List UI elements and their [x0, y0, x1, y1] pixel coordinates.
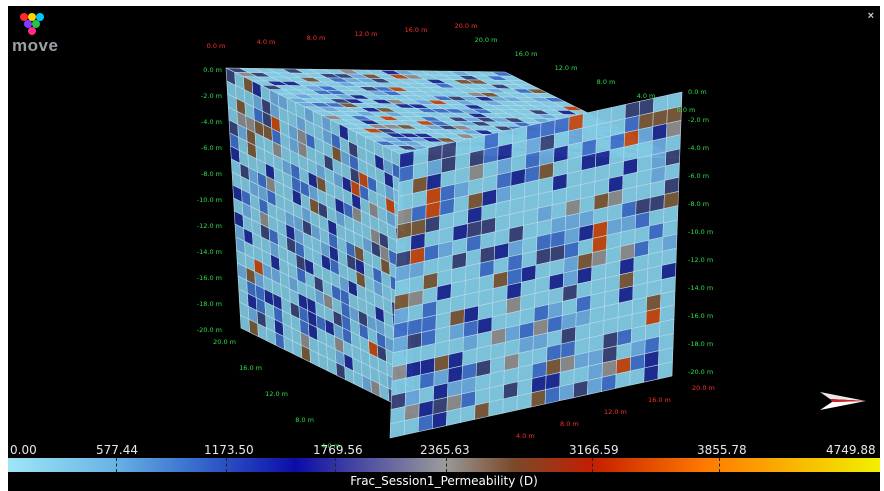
colorbar-title: Frac_Session1_Permeability (D) [350, 474, 538, 488]
cube-cell [530, 389, 546, 408]
axis-tick-label-green: 16.0 m [239, 364, 262, 372]
depth-tick-label-left: -14.0 m [197, 248, 222, 256]
depth-tick-label-left: -18.0 m [197, 300, 222, 308]
axis-tick-label-red: 16.0 m [648, 396, 671, 404]
depth-tick-label-left: -20.0 m [197, 326, 222, 334]
depth-tick-label-right: -6.0 m [688, 172, 709, 180]
depth-tick-label-left: -6.0 m [201, 144, 222, 152]
cube-cell [587, 376, 603, 395]
cube-cell [417, 414, 434, 433]
cube-cell [403, 417, 420, 436]
cube-cell [516, 392, 532, 411]
axis-tick-label-red: 4.0 m [516, 432, 535, 440]
depth-tick-label-left: -2.0 m [201, 92, 222, 100]
axis-tick-label-green: 8.0 m [295, 416, 314, 424]
colorbar-tick [446, 458, 447, 472]
colorbar-label: 577.44 [96, 443, 138, 457]
colorbar-label: 4749.88 [826, 443, 876, 457]
colorbar-label: 1173.50 [204, 443, 254, 457]
depth-tick-label-right: -16.0 m [688, 312, 713, 320]
depth-tick-label-left: -10.0 m [197, 196, 222, 204]
axis-tick-label-green: 4.0 m [321, 442, 340, 450]
depth-tick-label-right: -2.0 m [688, 116, 709, 124]
colorbar-tick [226, 458, 227, 472]
cube-cell [431, 411, 448, 430]
3d-viewport[interactable]: 0.0 m -2.0 m -4.0 m -6.0 m -8.0 m -10.0 m -12.… [8, 6, 880, 491]
axis-tick-label-red: 16.0 m [405, 26, 428, 34]
depth-tick-label-right: -12.0 m [688, 256, 713, 264]
depth-tick-label-right: -20.0 m [688, 368, 713, 376]
cube-cell [446, 407, 462, 426]
cube-cell [601, 373, 617, 392]
cube-right-face [389, 91, 683, 439]
colorbar-tick [592, 458, 593, 472]
depth-tick-label-left: -4.0 m [201, 118, 222, 126]
cube-cell [488, 398, 504, 417]
cube-cell [460, 404, 476, 423]
close-icon[interactable]: × [867, 10, 874, 22]
cube-cell [558, 383, 575, 402]
colorbar-gradient [8, 458, 880, 472]
depth-tick-label-right: 0.0 m [688, 88, 707, 96]
axis-tick-label-red: 8.0 m [560, 420, 579, 428]
axis-tick-label-red: 12.0 m [355, 30, 378, 38]
axis-tick-label-green: 4.0 m [637, 92, 656, 100]
colorbar-label: 2365.63 [420, 443, 470, 457]
colorbar-labels: 0.00 577.44 1173.50 1769.56 2365.63 3166… [8, 443, 880, 459]
axis-tick-label-red: 8.0 m [307, 34, 326, 42]
cube-cell [544, 386, 561, 405]
depth-tick-label-right: -4.0 m [688, 144, 709, 152]
colorbar-tick [719, 458, 720, 472]
axis-tick-label-green: 8.0 m [597, 78, 616, 86]
cube-cell [629, 367, 645, 386]
colorbar-label: 0.00 [10, 443, 37, 457]
depth-tick-label-right: -18.0 m [688, 340, 713, 348]
colorbar-label: 1769.56 [313, 443, 363, 457]
depth-tick-label-right: -14.0 m [688, 284, 713, 292]
axis-tick-label-green: 20.0 m [475, 36, 498, 44]
depth-tick-label-left: -8.0 m [201, 170, 222, 178]
axis-tick-label-red: 4.0 m [257, 38, 276, 46]
axis-tick-label-green: 12.0 m [265, 390, 288, 398]
cube-cell [474, 401, 490, 420]
axis-tick-label-green: 16.0 m [515, 50, 538, 58]
depth-tick-label-left: 0.0 m [203, 66, 222, 74]
cube-cell [615, 370, 631, 389]
colorbar-tick [116, 458, 117, 472]
axis-tick-label-red: 20.0 m [455, 22, 478, 30]
axis-tick-label-green: 12.0 m [555, 64, 578, 72]
axis-tick-label-green: 0.0 m [677, 106, 696, 114]
colorbar-tick [335, 458, 336, 472]
cube-cell [389, 420, 405, 439]
cube-cell [643, 364, 659, 383]
colorbar-label: 3166.59 [569, 443, 619, 457]
depth-tick-label-right: -8.0 m [688, 200, 709, 208]
axis-tick-label-red: 20.0 m [692, 384, 715, 392]
axis-tick-label-red: 12.0 m [604, 408, 627, 416]
cube-left-face [225, 67, 416, 415]
depth-tick-label-right: -10.0 m [688, 228, 713, 236]
axis-tick-label-red: 0.0 m [207, 42, 226, 50]
cube-cell [572, 380, 589, 399]
logo-text: move [12, 36, 59, 55]
cube-cell [657, 361, 673, 380]
permeability-cube-scene[interactable]: 0.0 m -2.0 m -4.0 m -6.0 m -8.0 m -10.0 m -12.… [8, 6, 880, 491]
axis-tick-label-green: 20.0 m [213, 338, 236, 346]
move-logo-icon [20, 13, 44, 35]
cube-cell [502, 395, 518, 414]
depth-tick-label-left: -12.0 m [197, 222, 222, 230]
orientation-compass-icon [820, 392, 866, 410]
colorbar-label: 3855.78 [697, 443, 747, 457]
depth-tick-label-left: -16.0 m [197, 274, 222, 282]
